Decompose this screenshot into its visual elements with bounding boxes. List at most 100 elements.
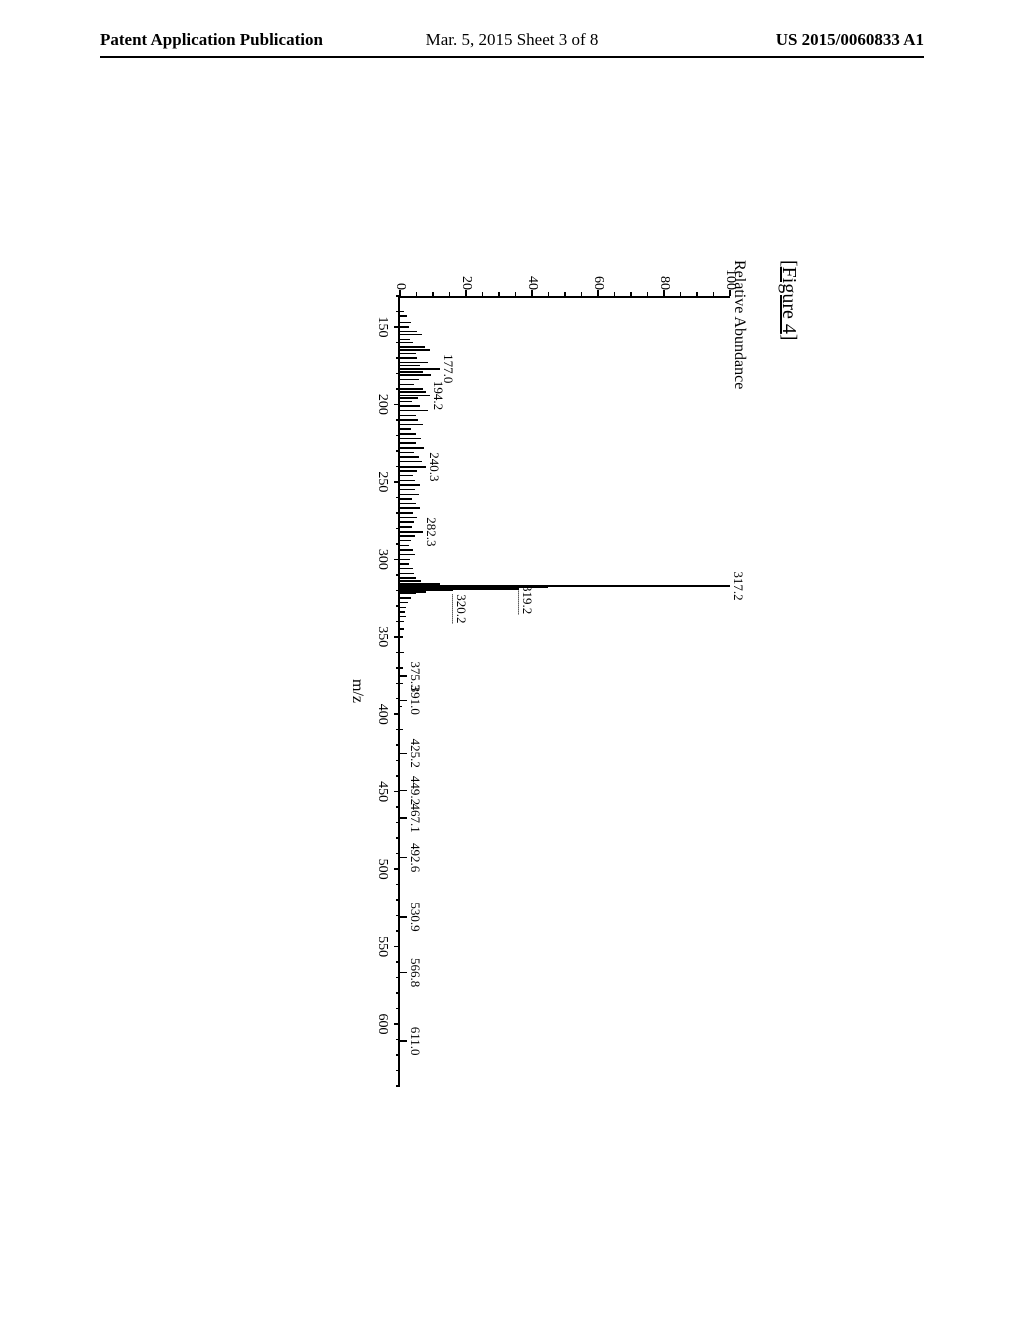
x-tick-label: 350 <box>374 626 390 647</box>
peak-label: 194.2 <box>430 381 446 410</box>
chart-wrapper: [Figure 4] Relative Abundance m/z 020406… <box>252 260 772 1120</box>
noise-peak <box>400 405 420 407</box>
noise-peak <box>400 507 420 509</box>
y-tick-minor <box>416 292 418 296</box>
figure-label-bracket-open: [ <box>778 260 800 267</box>
noise-peak <box>400 311 404 313</box>
y-tick-label: 80 <box>656 260 672 290</box>
noise-peak <box>400 410 428 412</box>
x-tick-minor <box>396 992 400 994</box>
labeled-peak <box>400 675 407 677</box>
y-tick <box>531 290 533 296</box>
noise-peak <box>400 611 405 613</box>
x-tick-minor <box>396 899 400 901</box>
noise-peak <box>400 563 409 565</box>
x-tick-label: 250 <box>374 471 390 492</box>
noise-peak <box>400 498 412 500</box>
x-tick-minor <box>396 574 400 576</box>
y-tick-label: 0 <box>392 260 408 290</box>
noise-peak <box>400 554 415 556</box>
x-tick-minor <box>396 822 400 824</box>
y-tick <box>729 290 731 296</box>
x-tick-minor <box>396 435 400 437</box>
x-tick-minor <box>396 528 400 530</box>
labeled-peak <box>400 585 730 587</box>
labeled-peak <box>400 466 426 468</box>
noise-peak <box>400 512 413 514</box>
x-tick-minor <box>396 977 400 979</box>
noise-peak <box>400 322 411 324</box>
labeled-peak <box>400 368 440 370</box>
noise-peak <box>400 480 415 482</box>
x-tick-label: 150 <box>374 316 390 337</box>
noise-peak <box>400 384 414 386</box>
noise-peak <box>400 729 403 731</box>
x-tick-minor <box>396 1054 400 1056</box>
y-tick-minor <box>713 292 715 296</box>
x-tick-minor <box>396 884 400 886</box>
y-tick-minor <box>614 292 616 296</box>
peak-label: 566.8 <box>407 958 423 987</box>
noise-peak <box>400 415 416 417</box>
noise-peak <box>400 424 423 426</box>
x-tick-minor <box>396 760 400 762</box>
noise-peak <box>400 456 419 458</box>
noise-peak <box>400 636 403 638</box>
peak-label: 449.2 <box>407 776 423 805</box>
noise-peak <box>400 568 413 570</box>
peak-label: 177.0 <box>440 354 456 383</box>
noise-peak <box>400 371 423 373</box>
x-tick-label: 500 <box>374 859 390 880</box>
noise-peak <box>400 628 404 630</box>
noise-peak <box>400 442 417 444</box>
noise-peak <box>400 535 416 537</box>
x-tick-minor <box>396 853 400 855</box>
x-tick-label: 450 <box>374 781 390 802</box>
labeled-peak <box>400 531 423 533</box>
noise-peak <box>400 607 406 609</box>
noise-peak <box>400 433 416 435</box>
peak-label: 319.2 <box>518 585 535 614</box>
noise-peak <box>400 545 409 547</box>
noise-peak <box>400 667 403 669</box>
noise-peak <box>400 621 404 623</box>
noise-peak <box>400 526 412 528</box>
x-tick <box>394 868 400 870</box>
peak-label: 391.0 <box>407 686 423 715</box>
x-tick-minor <box>396 837 400 839</box>
figure-label-text: Figure 4 <box>778 267 800 334</box>
labeled-peak <box>400 817 407 819</box>
noise-peak <box>400 357 417 359</box>
noise-peak <box>400 326 409 328</box>
y-tick-minor <box>432 292 434 296</box>
noise-peak <box>400 391 426 393</box>
x-tick-label: 300 <box>374 549 390 570</box>
y-tick-label: 40 <box>524 260 540 290</box>
rotated-figure-container: [Figure 4] Relative Abundance m/z 020406… <box>252 260 772 1120</box>
labeled-peak <box>400 790 407 792</box>
x-tick-minor <box>396 1070 400 1072</box>
noise-peak <box>400 334 422 336</box>
labeled-peak <box>400 1040 407 1042</box>
noise-peak <box>400 549 413 551</box>
noise-peak <box>400 374 431 376</box>
noise-peak <box>400 419 418 421</box>
noise-peak <box>400 346 425 348</box>
figure-label-bracket-close: ] <box>778 334 800 341</box>
x-tick-label: 550 <box>374 936 390 957</box>
x-tick-label: 600 <box>374 1014 390 1035</box>
peak-label: 320.2 <box>452 594 469 623</box>
noise-peak <box>400 339 410 341</box>
noise-peak <box>400 593 417 595</box>
noise-peak <box>400 540 411 542</box>
y-tick-minor <box>647 292 649 296</box>
noise-peak <box>400 602 408 604</box>
noise-peak <box>400 652 404 654</box>
x-tick-minor <box>396 930 400 932</box>
noise-peak <box>400 597 411 599</box>
y-tick-label: 20 <box>458 260 474 290</box>
y-tick-minor <box>581 292 583 296</box>
noise-peak <box>400 517 417 519</box>
y-tick-minor <box>515 292 517 296</box>
x-tick-label: 200 <box>374 394 390 415</box>
